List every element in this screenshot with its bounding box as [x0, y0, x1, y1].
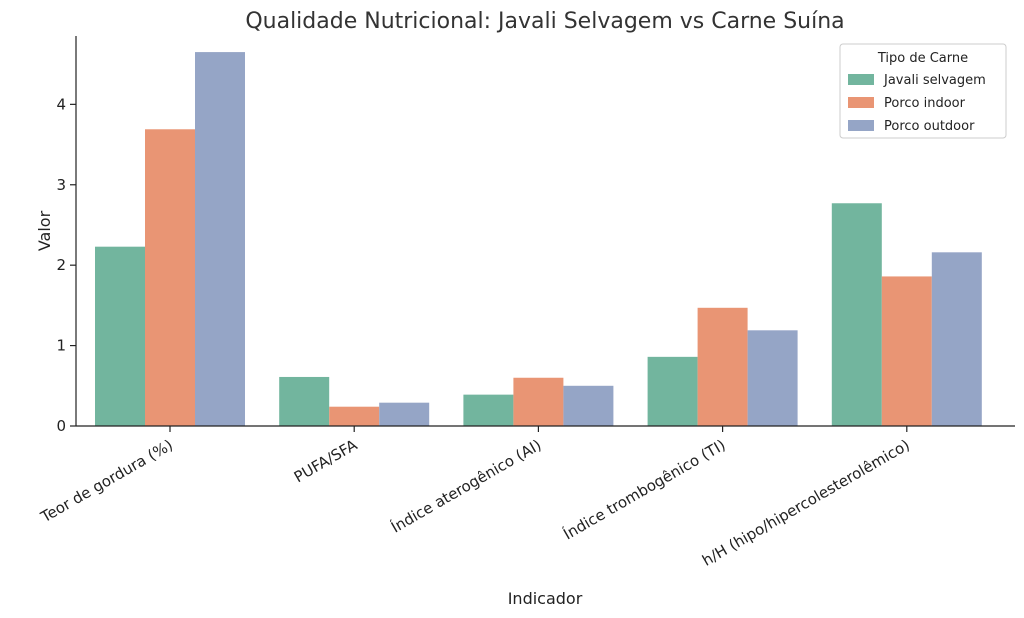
bar-1-3 [463, 394, 514, 426]
legend-swatch [848, 120, 874, 131]
bar-2-2 [329, 406, 380, 426]
bar-2-4 [697, 307, 748, 426]
bar-2-3 [513, 377, 564, 426]
x-tick-label: Índice trombogênico (TI) [560, 435, 729, 543]
y-tick-label: 2 [56, 256, 66, 274]
bar-1-5 [831, 203, 882, 426]
y-tick-label: 1 [56, 337, 66, 355]
legend-title: Tipo de Carne [877, 51, 968, 66]
y-tick-label: 4 [56, 95, 66, 113]
x-tick-label: h/H (hipo/hipercolesterolêmico) [699, 436, 913, 570]
y-tick-label: 3 [56, 176, 66, 194]
bar-2-5 [881, 276, 932, 426]
legend-box [839, 43, 1007, 139]
y-axis-label: Valor [35, 210, 54, 251]
bar-2-1 [145, 129, 195, 426]
bar-1-2 [279, 376, 330, 426]
y-tick-label: 0 [56, 417, 66, 435]
bar-1-4 [647, 356, 698, 426]
bar-3-4 [747, 330, 798, 426]
bar-3-3 [563, 385, 614, 426]
legend-swatch [848, 74, 874, 85]
legend-swatch [848, 97, 874, 108]
bars [95, 52, 982, 427]
chart-title: Qualidade Nutricional: Javali Selvagem v… [245, 9, 844, 34]
legend-entry: Javali selvagem [883, 73, 986, 88]
legend-entry: Porco indoor [884, 96, 966, 111]
x-axis-label: Indicador [508, 589, 583, 608]
x-ticks: Teor de gordura (%) PUFA/SFA Índice aterog… [37, 426, 913, 570]
legend: Tipo de Carne Javali selvagem Porco indoo… [839, 43, 1007, 139]
x-tick-label: PUFA/SFA [291, 436, 361, 487]
x-tick-label: Teor de gordura (%) [37, 436, 176, 527]
bar-3-5 [931, 252, 982, 426]
x-tick-label: Índice aterogênico (AI) [388, 435, 545, 537]
bar-1-1 [95, 246, 145, 426]
y-ticks: 0 1 2 3 4 [56, 95, 76, 435]
bar-3-1 [195, 52, 245, 427]
legend-entry: Porco outdoor [884, 119, 975, 134]
bar-3-2 [379, 402, 430, 426]
